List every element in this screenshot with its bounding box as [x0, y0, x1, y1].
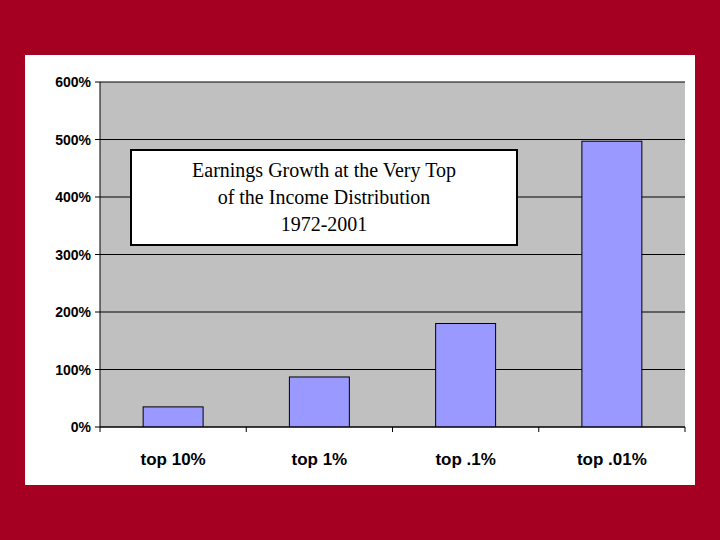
bar: [582, 141, 642, 427]
chart: 0% 100% 200% 300% 400% 500% 600% top 10% top 1% t…: [0, 0, 720, 540]
y-tick-label: 600%: [55, 74, 91, 90]
y-tick-label: 400%: [55, 189, 91, 205]
y-tick-label: 200%: [55, 304, 91, 320]
tick: [95, 312, 100, 313]
plot-area: [100, 82, 685, 427]
title-line: 1972-2001: [281, 213, 368, 235]
x-tick-label: top 10%: [141, 450, 206, 469]
grid-line: [100, 139, 685, 140]
title-line: Earnings Growth at the Very Top: [192, 159, 456, 182]
tick: [95, 82, 100, 83]
grid-line: [100, 82, 685, 83]
y-tick-label: 300%: [55, 247, 91, 263]
tick: [95, 139, 100, 140]
tick: [95, 369, 100, 370]
bar: [436, 324, 496, 428]
title: Earnings Growth at the Very Top of the In…: [192, 159, 456, 235]
x-tick: [685, 427, 686, 432]
tick: [95, 197, 100, 198]
bar: [289, 377, 349, 427]
title-box: [131, 150, 517, 245]
y-tick-label: 0%: [71, 419, 92, 435]
x-tick: [100, 427, 101, 432]
x-tick: [246, 427, 247, 432]
panel: [25, 55, 695, 485]
bar: [143, 407, 203, 427]
x-tick: [538, 427, 539, 432]
title-line: of the Income Distribution: [218, 186, 431, 208]
y-tick-label: 500%: [55, 132, 91, 148]
x-tick-label: top .01%: [577, 450, 647, 469]
x-tick-label: top 1%: [292, 450, 348, 469]
y-axis: [100, 82, 101, 427]
y-tick-label: 100%: [55, 362, 91, 378]
background: [0, 0, 720, 540]
x-tick-label: top .1%: [435, 450, 495, 469]
x-tick: [392, 427, 393, 432]
tick: [95, 427, 100, 428]
tick: [95, 254, 100, 255]
